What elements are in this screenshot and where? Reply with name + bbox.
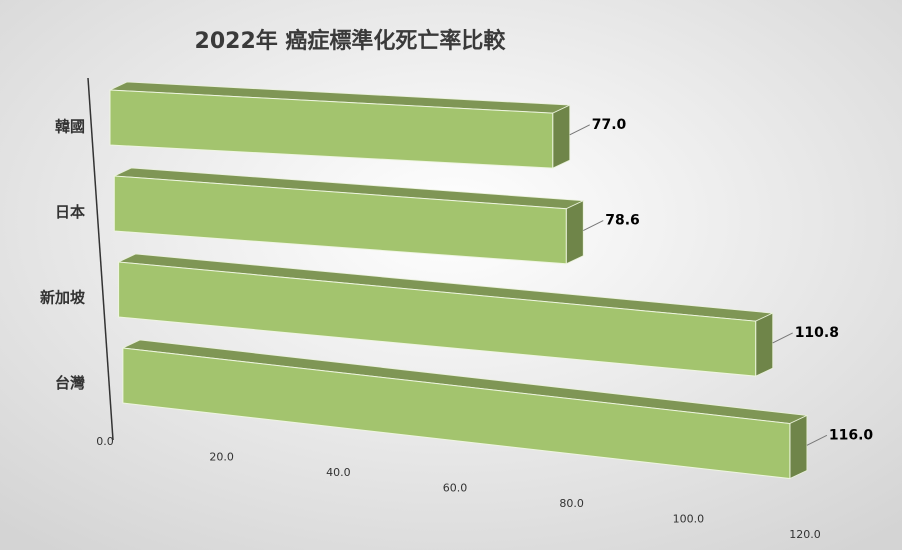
bar [109,89,554,169]
x-tick-label: 40.0 [326,466,351,479]
bar [113,175,567,265]
bar-side [565,200,584,265]
bar-side [755,312,774,377]
x-tick-label: 120.0 [789,528,821,541]
y-tick-label: 韓國 [55,118,85,136]
x-tick-label: 80.0 [559,497,584,510]
y-tick-label: 新加坡 [40,289,85,307]
y-tick-label: 台灣 [55,374,85,392]
value-label: 116.0 [829,427,874,443]
y-axis [87,77,114,441]
bar-side [789,414,808,480]
value-label: 110.8 [795,325,839,341]
x-tick-label: 0.0 [96,435,114,448]
value-label: 78.6 [605,213,640,229]
bar [118,261,757,377]
y-tick-label: 日本 [55,203,85,221]
x-tick-label: 100.0 [673,513,705,526]
leader-line [772,332,793,344]
value-label: 77.0 [592,117,627,133]
bar [122,347,791,480]
x-tick-label: 20.0 [209,451,234,464]
chart-title: 2022年 癌症標準化死亡率比較 [195,28,507,54]
leader-line [806,434,828,446]
leader-line [583,220,604,231]
leader-line [569,124,590,136]
bar-side [552,104,571,169]
x-tick-label: 60.0 [443,482,468,495]
